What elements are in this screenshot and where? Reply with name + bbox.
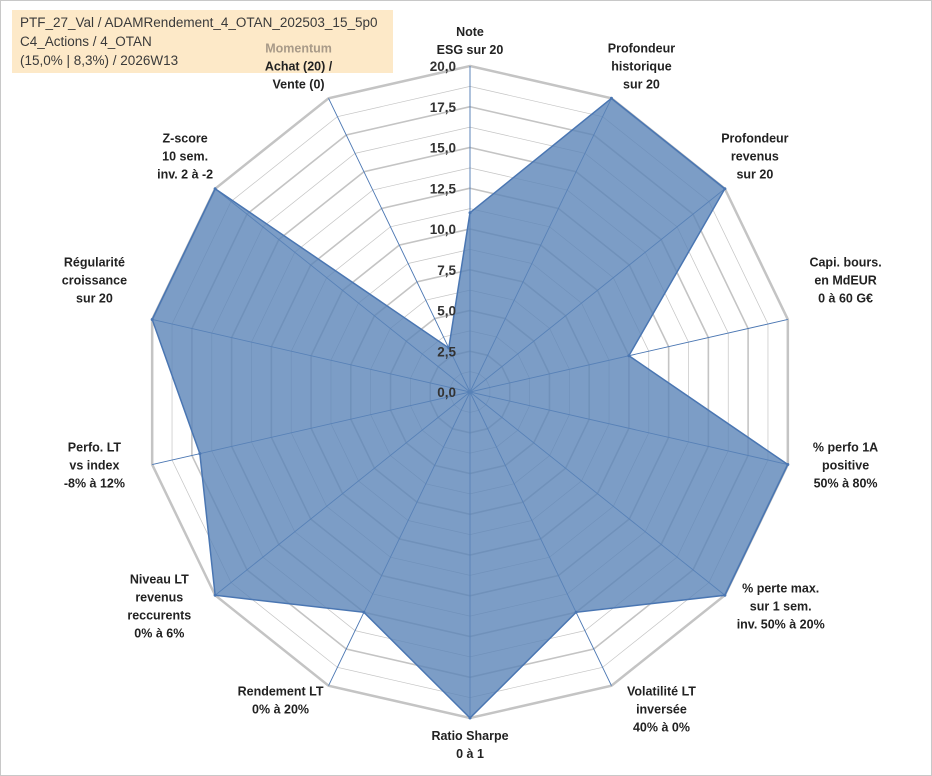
axis-label: Z-score 10 sem. inv. 2 à -2 xyxy=(157,132,213,182)
tick-label: 20,0 xyxy=(430,59,456,74)
series-point xyxy=(574,610,578,614)
axis-label: Capi. bours. en MdEUR 0 à 60 G€ xyxy=(809,255,881,305)
axis-label: Rendement LT 0% à 20% xyxy=(238,685,324,717)
tick-label: 7,5 xyxy=(437,263,456,278)
series-point xyxy=(786,463,790,467)
axis-label: Momentum Achat (20) / Vente (0) xyxy=(265,41,333,91)
series-point xyxy=(468,716,472,720)
tick-label: 5,0 xyxy=(437,304,456,319)
axis-label: Perfo. LT vs index -8% à 12% xyxy=(64,441,125,491)
series-point xyxy=(198,452,202,456)
axis-label: Ratio Sharpe 0 à 1 xyxy=(431,729,508,761)
series-point xyxy=(468,211,472,215)
series-point xyxy=(627,354,631,358)
radar-series-area xyxy=(150,96,790,720)
portfolio-name: PTF_27_Val / ADAMRendement_4_OTAN_202503… xyxy=(20,15,378,30)
portfolio-info-box: PTF_27_Val / ADAMRendement_4_OTAN_202503… xyxy=(12,10,393,73)
series-point xyxy=(447,346,451,350)
axis-label: % perte max. sur 1 sem. inv. 50% à 20% xyxy=(737,581,825,631)
tick-label: 15,0 xyxy=(430,141,456,156)
tick-label: 12,5 xyxy=(430,181,457,196)
axis-label: % perfo 1A positive 50% à 80% xyxy=(813,441,878,491)
axis-spoke xyxy=(328,98,471,393)
axis-label: Niveau LT revenus reccurents 0% à 6% xyxy=(127,572,191,640)
tick-label: 10,0 xyxy=(430,222,456,237)
axis-label: Profondeur revenus sur 20 xyxy=(721,132,788,182)
axis-label: Profondeur historique sur 20 xyxy=(608,41,675,91)
axis-label: Régularité croissance sur 20 xyxy=(62,255,127,305)
tick-label: 2,5 xyxy=(437,344,456,359)
series-point xyxy=(723,593,727,597)
series-point xyxy=(362,610,366,614)
radar-tick-labels: 0,0 2,5 5,0 7,5 10,0 12,5 15,0 17,5 20,0 xyxy=(430,59,457,400)
tick-label: 0,0 xyxy=(437,385,456,400)
series-point xyxy=(213,593,217,597)
series-point xyxy=(213,187,217,191)
axis-label: Note ESG sur 20 xyxy=(437,25,504,57)
radar-axis-labels: Note ESG sur 20 Profondeur historique sur 20… xyxy=(62,25,882,761)
axis-label: Volatilité LT inversée 40% à 0% xyxy=(627,685,696,735)
portfolio-period: (15,0% | 8,3%) / 2026W13 xyxy=(20,53,179,68)
portfolio-category: C4_Actions / 4_OTAN xyxy=(20,34,152,49)
series-point xyxy=(150,317,154,321)
series-point xyxy=(723,187,727,191)
tick-label: 17,5 xyxy=(430,100,457,115)
series-point xyxy=(609,96,613,100)
